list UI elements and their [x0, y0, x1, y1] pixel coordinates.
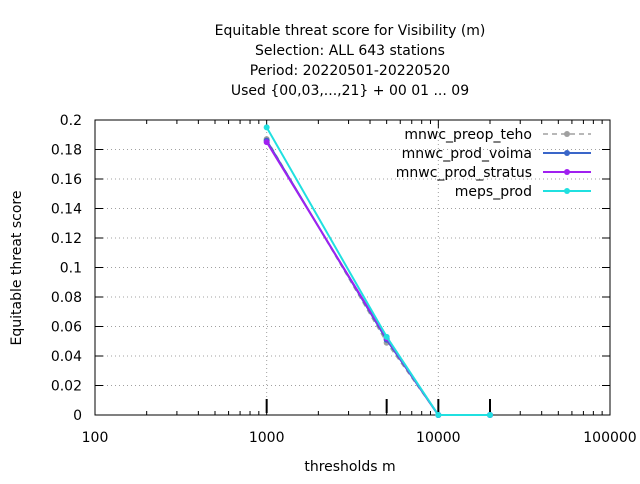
axes: 0 0.02 0.04 0.06 0.08 0.1 0.12 0.14 0.16 0.18 0.2 1… [51, 113, 637, 446]
y-tick-label: 0.18 [51, 143, 82, 159]
x-tick-label: 100000 [583, 430, 636, 446]
y-tick-label: 0.1 [60, 261, 82, 277]
y-tick-label: 0.14 [51, 202, 82, 218]
legend-marker [564, 150, 570, 156]
y-tick-label: 0.16 [51, 172, 82, 188]
plot-border [94, 119, 611, 416]
y-tick-label: 0 [73, 408, 82, 424]
chart-title: Equitable threat score for Visibility (m… [215, 23, 486, 99]
title-line-3: Period: 20220501-20220520 [250, 63, 450, 79]
series-line [265, 126, 490, 416]
data-point [383, 333, 390, 340]
x-tick-label: 100 [82, 430, 109, 446]
legend-label: meps_prod [455, 184, 532, 200]
y-tick-label: 0.04 [51, 349, 82, 365]
grid [95, 120, 610, 415]
legend: mnwc_preop_teho mnwc_prod_voima mnwc_prod_… [396, 127, 591, 200]
y-tick-label: 0.08 [51, 290, 82, 306]
y-tick-label: 0.02 [51, 379, 82, 395]
series-lines [263, 124, 494, 418]
title-line-4: Used {00,03,...,21} + 00 01 ... 09 [231, 83, 469, 99]
title-line-2: Selection: ALL 643 stations [255, 43, 445, 59]
data-point [487, 412, 494, 418]
x-axis-label: thresholds m [304, 459, 395, 475]
series-line [265, 140, 490, 416]
legend-label: mnwc_preop_teho [404, 127, 532, 143]
legend-marker [564, 169, 570, 175]
x-tick-label: 10000 [416, 430, 461, 446]
data-point [263, 139, 270, 146]
y-tick-label: 0.12 [51, 231, 82, 247]
data-point [435, 412, 442, 418]
legend-label: mnwc_prod_voima [402, 146, 532, 162]
legend-label: mnwc_prod_stratus [396, 165, 532, 181]
title-line-1: Equitable threat score for Visibility (m… [215, 23, 486, 39]
legend-marker [564, 188, 570, 194]
y-tick-label: 0.2 [60, 113, 82, 129]
legend-marker [564, 131, 570, 137]
x-tick-label: 1000 [249, 430, 285, 446]
data-point [263, 124, 270, 131]
y-axis-label: Equitable threat score [9, 191, 25, 346]
y-tick-label: 0.06 [51, 320, 82, 336]
